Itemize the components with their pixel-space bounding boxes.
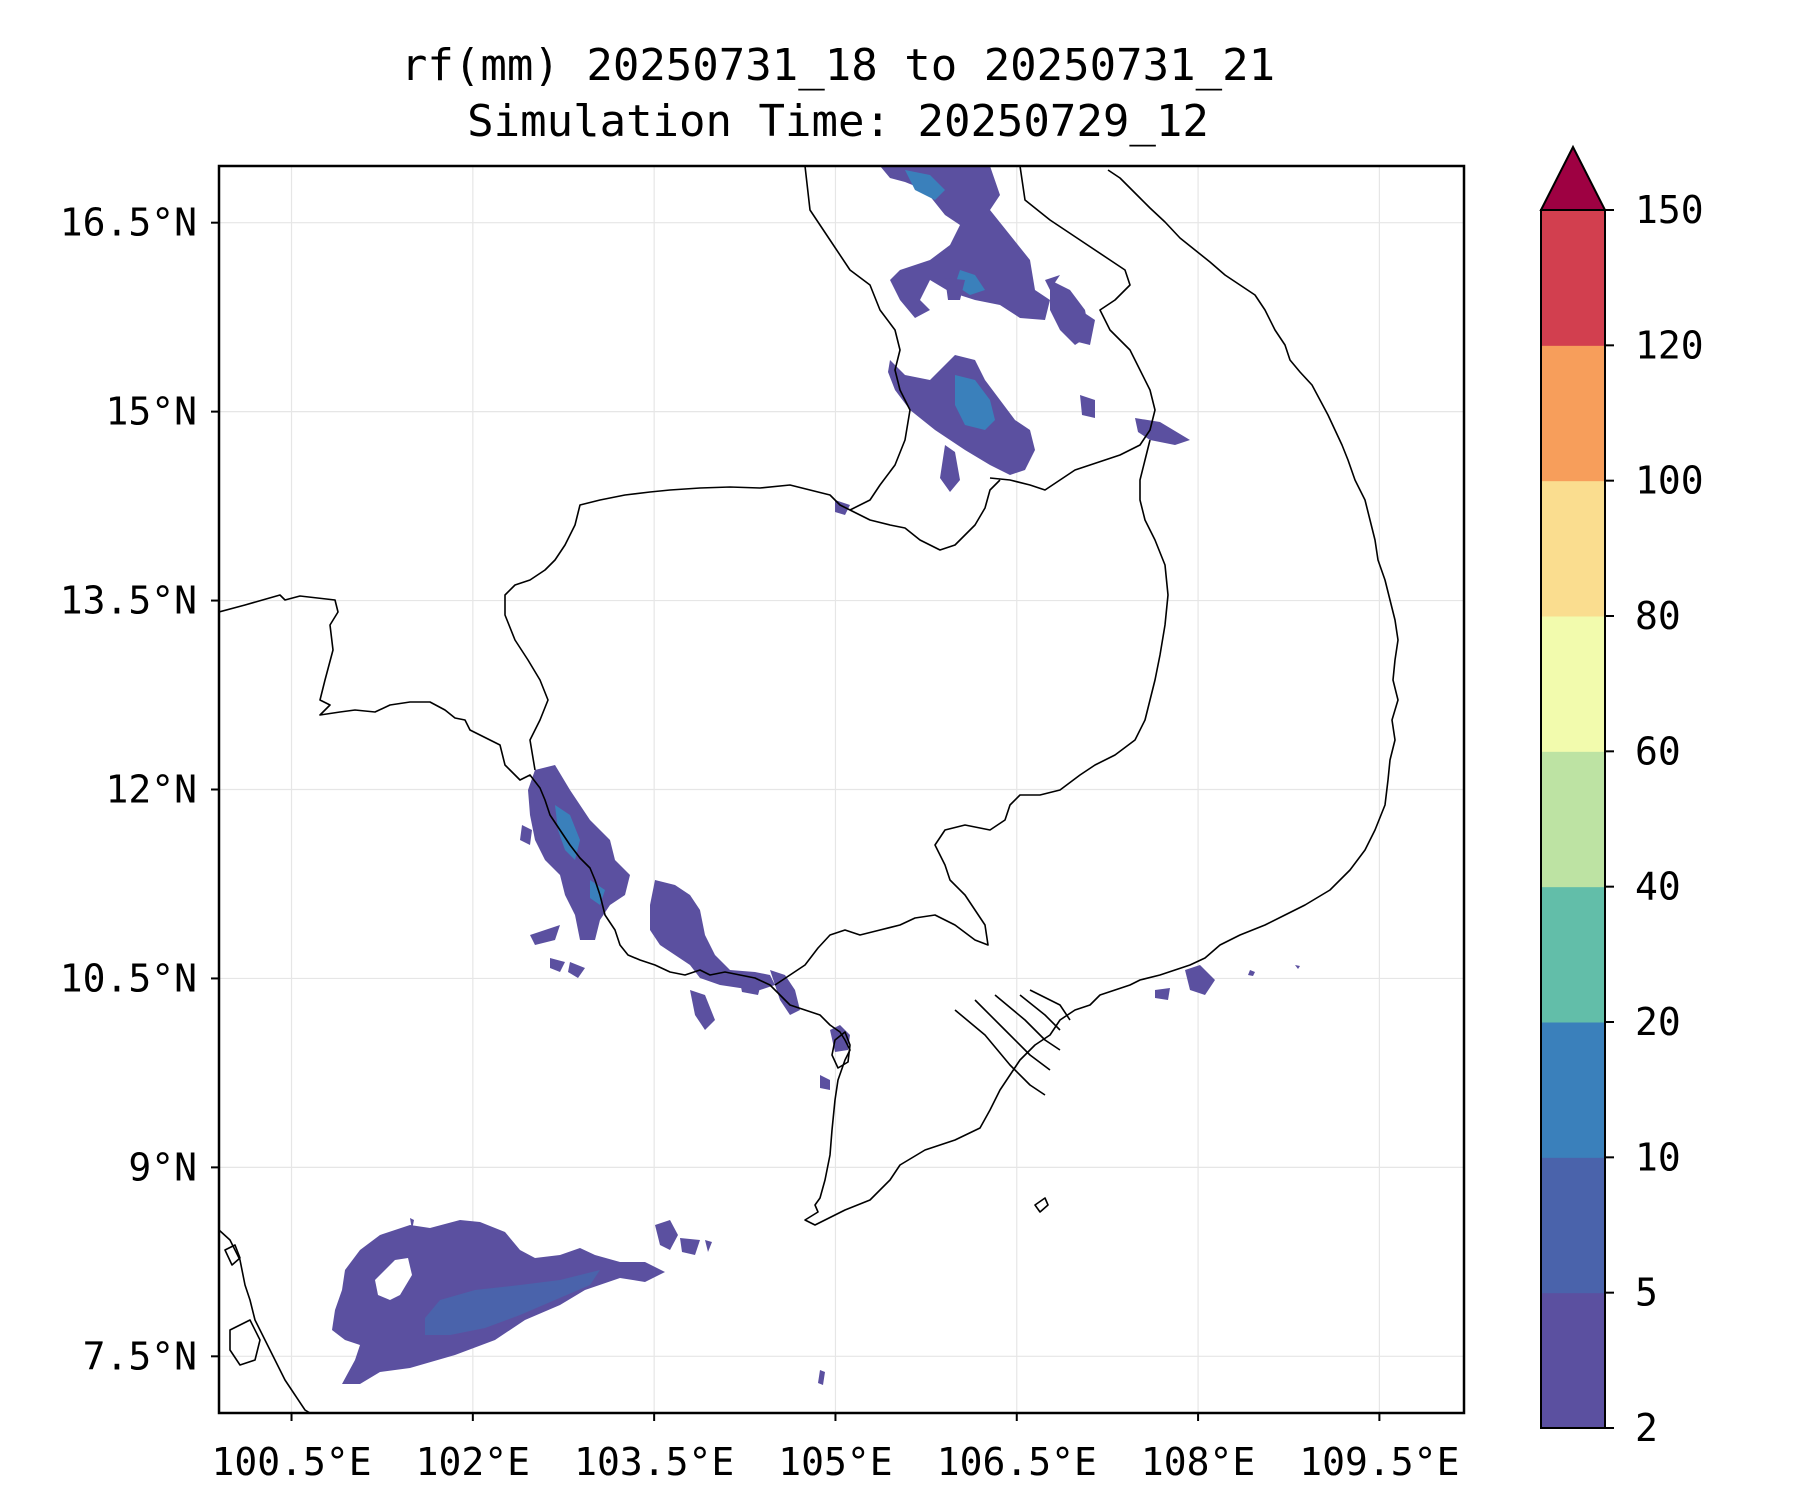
- border-laos-vietnam: [989, 166, 1156, 491]
- lon-tick-label: 100.5°E: [211, 1440, 371, 1484]
- rain-area-north-band: [880, 166, 1050, 320]
- rainfall-layer: [332, 166, 1300, 1385]
- colorbar-segment: [1541, 1022, 1605, 1158]
- lon-tick-label: 109.5°E: [1299, 1440, 1459, 1484]
- colorbar-tick-label: 2: [1635, 1406, 1658, 1450]
- colorbar-segment: [1541, 1292, 1605, 1429]
- lat-tick-label: 13.5°N: [60, 579, 197, 623]
- rain-area-kampot: [650, 880, 800, 1015]
- rain-area-north-core: [905, 170, 985, 295]
- lat-tick-label: 7.5°N: [83, 1334, 197, 1378]
- rain-area-koh-kong-islands: [520, 825, 585, 978]
- lon-tick-label: 105°E: [778, 1440, 892, 1484]
- coastline-gulf-south: [219, 1229, 311, 1413]
- rain-area-north-dots: [945, 275, 1095, 345]
- latitude-ticks: 7.5°N 9°N 10.5°N 12°N 13.5°N 15°N 16.5°N: [60, 201, 219, 1378]
- colorbar-tick-label: 40: [1635, 865, 1681, 909]
- colorbar-segment: [1541, 480, 1605, 617]
- lat-tick-label: 16.5°N: [60, 201, 197, 245]
- mekong-delta-branches: [954, 989, 1071, 1096]
- border-laos: [804, 166, 911, 511]
- lat-tick-label: 15°N: [105, 390, 197, 434]
- rain-area-southern-laos-core: [955, 375, 995, 430]
- lat-tick-label: 12°N: [105, 768, 197, 812]
- gridlines: [219, 166, 1464, 1413]
- rain-area-koh-kong-core: [555, 805, 605, 905]
- colorbar-segment: [1541, 345, 1605, 482]
- rain-area-koh-kong: [528, 765, 630, 940]
- rain-area-gulf-core: [425, 1270, 600, 1335]
- colorbar-tick-label: 60: [1635, 729, 1681, 773]
- islands-phu-quoc: [831, 1031, 1049, 1213]
- colorbar-extend-arrow: [1539, 144, 1607, 211]
- coastline-gulf-west: [219, 169, 1399, 1226]
- lon-tick-label: 103.5°E: [574, 1440, 734, 1484]
- colorbar-tick-label: 100: [1635, 459, 1704, 503]
- lon-tick-label: 106.5°E: [937, 1440, 1097, 1484]
- rain-area-vietnam-offshore: [1155, 965, 1300, 1000]
- colorbar-tick-label: 120: [1635, 323, 1704, 367]
- coastlines-borders: [219, 166, 1399, 1413]
- colorbar-frame: [1540, 209, 1606, 1429]
- lon-tick-label: 102°E: [416, 1440, 530, 1484]
- border-cambodia-vietnam: [774, 439, 1169, 986]
- longitude-ticks: 100.5°E 102°E 103.5°E 105°E 106.5°E 108°E 109.…: [211, 1413, 1459, 1484]
- colorbar-tick-label: 10: [1635, 1135, 1681, 1179]
- title-line-1: rf(mm) 20250731_18 to 20250731_21: [401, 40, 1275, 91]
- colorbar-segment: [1541, 616, 1605, 752]
- title-line-2: Simulation Time: 20250729_12: [467, 96, 1209, 147]
- rain-area-kampot-small: [690, 982, 850, 1090]
- islands-thai-coast: [224, 1244, 261, 1366]
- border-thailand-cambodia: [504, 479, 1001, 771]
- colorbar-tick-label: 80: [1635, 594, 1681, 638]
- rain-area-gulf-hole: [375, 1258, 412, 1300]
- colorbar-tick-label: 20: [1635, 1000, 1681, 1044]
- colorbar: 2 5 10 20 40 60 80 100 120 150: [1539, 144, 1704, 1450]
- lat-tick-label: 9°N: [128, 1145, 197, 1189]
- colorbar-segment: [1541, 886, 1605, 1023]
- colorbar-segment: [1541, 1157, 1605, 1294]
- lat-tick-label: 10.5°N: [60, 956, 197, 1000]
- colorbar-segment: [1541, 210, 1605, 346]
- map-panel: 100.5°E 102°E 103.5°E 105°E 106.5°E 108°E 109.…: [60, 164, 1466, 1484]
- lon-tick-label: 108°E: [1141, 1440, 1255, 1484]
- colorbar-tick-label: 5: [1635, 1271, 1658, 1315]
- colorbar-tick-label: 150: [1635, 188, 1704, 232]
- colorbar-segment: [1541, 751, 1605, 888]
